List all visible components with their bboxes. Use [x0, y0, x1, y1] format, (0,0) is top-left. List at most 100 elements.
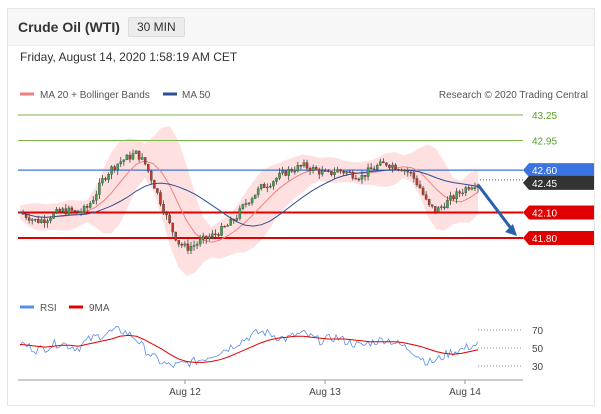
candle-body [235, 218, 239, 221]
candle-body [446, 200, 449, 209]
candle-body [437, 207, 440, 212]
candle-body [58, 209, 61, 212]
candle-body [82, 205, 86, 212]
candle-body [122, 159, 126, 162]
candle-body [247, 202, 251, 205]
candle-body [162, 204, 165, 213]
candle-body [394, 164, 397, 170]
candle-body [424, 194, 428, 200]
candle-body [366, 167, 370, 177]
current-price-label: 42.45 [532, 179, 557, 190]
candle-body [76, 210, 80, 214]
candle-body [330, 171, 333, 175]
candle-body [351, 171, 355, 179]
candle-body [458, 191, 461, 194]
candle-body [455, 191, 458, 200]
bollinger-fill [20, 126, 478, 276]
candle-body [49, 218, 52, 221]
candle-body [198, 239, 202, 245]
candle-body [250, 198, 254, 204]
current-price-tag [523, 175, 594, 190]
candle-body [220, 226, 223, 236]
candle-body [116, 163, 119, 170]
candle-body [55, 209, 58, 213]
forecast-arrow-head [505, 224, 517, 236]
level-tag [523, 163, 594, 178]
candle-body [382, 161, 385, 164]
x-tick-label: Aug 13 [309, 387, 341, 398]
candle-body [348, 171, 352, 174]
candle-body [443, 206, 446, 209]
candle-body [400, 169, 403, 172]
candle-body [153, 180, 156, 189]
candle-body [119, 161, 123, 165]
candle-body [302, 162, 306, 167]
level-tag [523, 231, 594, 245]
candle-body [241, 204, 245, 209]
candle-body [137, 150, 141, 160]
rsi-panel: 70 50 30 [19, 326, 544, 373]
candle-body [208, 236, 211, 240]
candle-body [88, 203, 92, 208]
candle-body [275, 178, 278, 182]
candle-body [27, 217, 31, 221]
candle-body [101, 178, 104, 184]
candle-body [311, 167, 315, 172]
candle-body [165, 212, 168, 216]
candle-body [281, 170, 284, 174]
candle-body [174, 231, 177, 241]
level-label: 43.25 [532, 111, 557, 122]
price-level-labels: 43.25 42.95 42.60 42.10 41.80 42.45 [480, 111, 594, 245]
candle-body [70, 207, 74, 211]
candle-body [360, 175, 364, 180]
candle-body [244, 203, 248, 205]
candle-body [143, 157, 147, 165]
timestamp: Friday, August 14, 2020 1:58:19 AM CET [20, 50, 238, 64]
candle-body [177, 240, 181, 245]
timeframe-badge[interactable]: 30 MIN [128, 17, 185, 37]
candle-body [259, 184, 263, 189]
candle-body [205, 235, 208, 240]
candle-body [46, 220, 49, 224]
candle-body [284, 170, 287, 176]
candle-body [201, 235, 205, 240]
candle-body [85, 205, 89, 208]
candle-body [226, 225, 229, 227]
candle-body [156, 188, 159, 193]
candle-body [134, 150, 138, 154]
candle-body [186, 243, 190, 251]
candle-body [92, 199, 95, 204]
candle-body [131, 153, 135, 160]
candle-body [452, 195, 455, 200]
candle-body [256, 188, 260, 196]
candle-body [192, 245, 196, 247]
candle-body [403, 170, 406, 172]
candle-body [253, 194, 257, 199]
candle-body [372, 168, 376, 171]
candle-body [354, 177, 358, 180]
candle-body [64, 208, 68, 215]
candle-body [339, 169, 342, 172]
legend-label-ma50: MA 50 [182, 90, 211, 101]
candle-body [21, 212, 25, 215]
candle-body [52, 212, 55, 219]
candle-body [430, 204, 434, 207]
candle-body [296, 165, 300, 172]
candle-body [467, 187, 471, 190]
rsi-ma-line [19, 334, 479, 363]
rsi-legend: RSI 9MA [20, 303, 110, 314]
candle-body [232, 219, 235, 221]
candle-body [299, 165, 303, 167]
candle-body [369, 167, 373, 170]
candle-body [95, 194, 98, 201]
ma20-line [19, 160, 479, 243]
candle-body [140, 157, 144, 160]
candle-body [321, 170, 324, 175]
candle-body [189, 246, 193, 251]
candle-body [388, 165, 391, 168]
candle-body [345, 171, 348, 174]
candle-body [333, 172, 336, 175]
chart-header: Crude Oil (WTI) 30 MIN [8, 9, 594, 46]
candle-body [168, 214, 171, 224]
